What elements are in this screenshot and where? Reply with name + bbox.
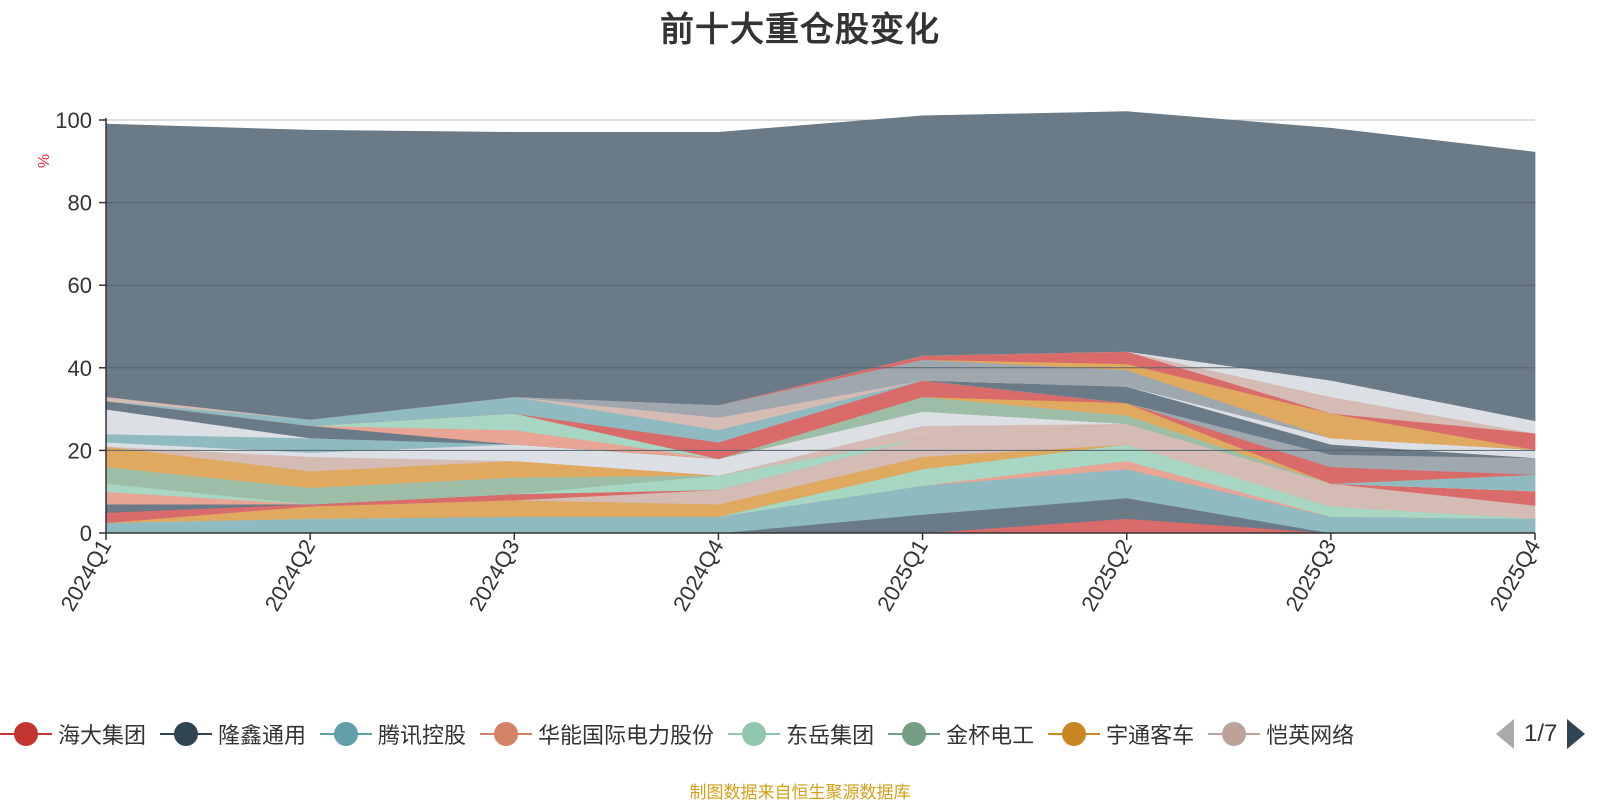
y-tick-label: 20 <box>68 438 92 463</box>
legend-label: 腾讯控股 <box>378 723 467 748</box>
area-series-36 <box>105 111 1536 422</box>
legend-label: 海大集团 <box>58 723 147 748</box>
legend-item[interactable]: 华能国际电力股份 <box>480 712 714 756</box>
legend-label: 隆鑫通用 <box>218 723 307 748</box>
source-note: 制图数据来自恒生聚源数据库 <box>689 783 911 802</box>
legend-item[interactable]: 腾讯控股 <box>320 712 466 756</box>
legend-prev-page-icon[interactable] <box>1496 719 1514 749</box>
legend-item[interactable]: 恺英网络 <box>1208 712 1354 756</box>
legend-label: 东岳集团 <box>786 723 875 748</box>
y-tick-label: 60 <box>68 273 92 298</box>
legend: 海大集团 隆鑫通用 腾讯控股 华能国际电力股份 东岳集团 金杯电工 宇通客车 恺英网络 <box>0 712 1475 756</box>
legend-item[interactable]: 海大集团 <box>0 712 146 756</box>
x-tick-label: 2024Q4 <box>668 535 729 615</box>
x-tick-label: 2024Q2 <box>260 535 321 615</box>
x-tick-label: 2024Q3 <box>464 535 525 615</box>
x-tick-label: 2025Q4 <box>1485 535 1546 615</box>
legend-item[interactable]: 金杯电工 <box>888 712 1034 756</box>
legend-item[interactable]: 东岳集团 <box>728 712 874 756</box>
legend-marker-icon <box>480 722 533 746</box>
legend-marker-icon <box>728 722 781 746</box>
x-tick-label: 2025Q2 <box>1076 535 1137 615</box>
legend-label: 金杯电工 <box>946 723 1035 748</box>
legend-item[interactable]: 宇通客车 <box>1048 712 1194 756</box>
y-tick-label: 0 <box>80 521 92 546</box>
y-tick-label: 80 <box>68 191 92 216</box>
x-tick-label: 2025Q1 <box>872 535 933 615</box>
legend-marker-icon <box>160 722 213 746</box>
legend-next-page-icon[interactable] <box>1567 719 1586 749</box>
legend-marker-icon <box>888 722 941 746</box>
legend-marker-icon <box>0 722 52 746</box>
legend-marker-icon <box>1048 722 1101 746</box>
y-axis-unit-label: % <box>36 154 53 168</box>
chart-title: 前十大重仓股变化 <box>660 11 940 49</box>
legend-label: 恺英网络 <box>1266 723 1355 748</box>
y-tick-label: 40 <box>68 356 92 381</box>
legend-page-indicator: 1/7 <box>1524 720 1558 747</box>
x-tick-label: 2025Q3 <box>1280 535 1341 615</box>
legend-marker-icon <box>320 722 373 746</box>
legend-pager: 1/7 <box>1496 716 1586 752</box>
legend-marker-icon <box>1208 722 1261 746</box>
legend-label: 宇通客车 <box>1106 723 1195 748</box>
legend-item[interactable]: 隆鑫通用 <box>160 712 306 756</box>
x-tick-label: 2024Q1 <box>56 535 117 615</box>
legend-label: 华能国际电力股份 <box>538 723 715 748</box>
y-tick-label: 100 <box>55 108 92 133</box>
